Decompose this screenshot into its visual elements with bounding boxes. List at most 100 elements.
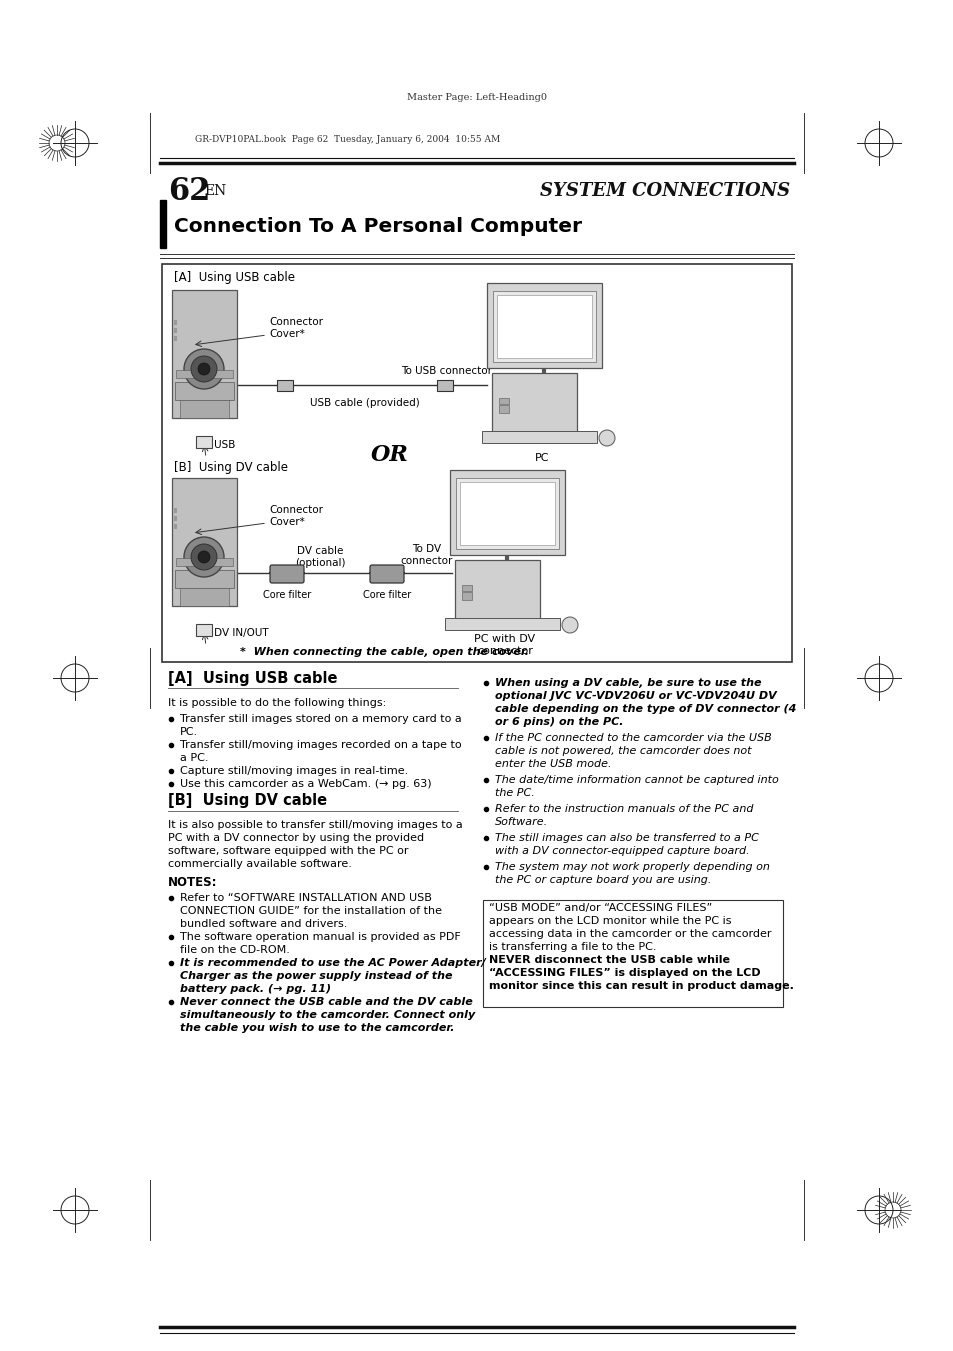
Text: battery pack. (→ pg. 11): battery pack. (→ pg. 11) [180,984,331,994]
Bar [486,282,601,367]
Text: software, software equipped with the PC or: software, software equipped with the PC … [168,846,408,857]
Bar [175,558,233,566]
Bar [174,382,233,400]
Bar [174,570,233,588]
Bar [173,328,177,332]
Bar [276,380,293,390]
Bar [436,380,453,390]
Text: bundled software and drivers.: bundled software and drivers. [180,919,347,929]
Text: When using a DV cable, be sure to use the: When using a DV cable, be sure to use th… [495,678,760,688]
Text: To DV IN/OUT: To DV IN/OUT [200,628,269,638]
Bar [173,516,177,521]
Text: 62: 62 [168,176,211,207]
Text: To USB connector: To USB connector [401,366,492,376]
Bar [160,200,166,249]
Text: file on the CD-ROM.: file on the CD-ROM. [180,944,290,955]
Text: PC: PC [535,453,549,463]
Text: appears on the LCD monitor while the PC is: appears on the LCD monitor while the PC … [489,916,731,925]
Text: with a DV connector-equipped capture board.: with a DV connector-equipped capture boa… [495,846,749,857]
Bar [498,405,509,413]
Text: Core filter: Core filter [263,590,311,600]
FancyBboxPatch shape [270,565,304,584]
Text: *  When connecting the cable, open the cover.: * When connecting the cable, open the co… [240,647,529,657]
Text: GR-DVP10PAL.book  Page 62  Tuesday, January 6, 2004  10:55 AM: GR-DVP10PAL.book Page 62 Tuesday, Januar… [194,135,499,145]
Text: [A]  Using USB cable: [A] Using USB cable [173,272,294,285]
Text: is transferring a file to the PC.: is transferring a file to the PC. [489,942,656,952]
Text: Transfer still/moving images recorded on a tape to: Transfer still/moving images recorded on… [180,740,461,750]
Text: Master Page: Left-Heading0: Master Page: Left-Heading0 [407,92,546,101]
Text: The still images can also be transferred to a PC: The still images can also be transferred… [495,834,758,843]
Text: accessing data in the camcorder or the camcorder: accessing data in the camcorder or the c… [489,929,771,939]
Text: Core filter: Core filter [362,590,411,600]
Bar [497,295,592,358]
Text: CONNECTION GUIDE” for the installation of the: CONNECTION GUIDE” for the installation o… [180,907,441,916]
Circle shape [184,349,224,389]
Bar [482,900,782,1006]
Text: optional JVC VC-VDV206U or VC-VDV204U DV: optional JVC VC-VDV206U or VC-VDV204U DV [495,690,776,701]
Bar [175,370,233,378]
Text: NEVER disconnect the USB cable while: NEVER disconnect the USB cable while [489,955,729,965]
Text: DV cable
(optional): DV cable (optional) [294,546,345,567]
Text: PC with DV
connector: PC with DV connector [474,634,535,655]
Bar [444,617,559,630]
Text: the PC.: the PC. [495,788,535,798]
Text: the cable you wish to use to the camcorder.: the cable you wish to use to the camcord… [180,1023,454,1034]
Text: monitor since this can result in product damage.: monitor since this can result in product… [489,981,793,992]
FancyBboxPatch shape [370,565,403,584]
Bar [481,431,597,443]
Bar [492,373,577,434]
Text: Refer to “SOFTWARE INSTALLATION AND USB: Refer to “SOFTWARE INSTALLATION AND USB [180,893,432,902]
Text: OR: OR [371,444,409,466]
Text: the PC or capture board you are using.: the PC or capture board you are using. [495,875,711,885]
Bar [195,436,212,449]
Text: SYSTEM CONNECTIONS: SYSTEM CONNECTIONS [539,182,789,200]
Bar [180,588,229,607]
Text: The date/time information cannot be captured into: The date/time information cannot be capt… [495,775,778,785]
Text: To USB: To USB [200,440,235,450]
Circle shape [598,430,615,446]
Bar [459,482,555,544]
Text: The system may not work properly depending on: The system may not work properly dependi… [495,862,769,871]
Text: EN: EN [204,184,226,199]
Text: It is recommended to use the AC Power Adapter/: It is recommended to use the AC Power Ad… [180,958,485,969]
Circle shape [191,357,216,382]
Text: The software operation manual is provided as PDF: The software operation manual is provide… [180,932,460,942]
Text: Connector
Cover*: Connector Cover* [269,505,323,527]
Text: Never connect the USB cable and the DV cable: Never connect the USB cable and the DV c… [180,997,473,1006]
Bar [172,290,236,417]
Bar [195,624,212,636]
Text: NOTES:: NOTES: [168,877,217,889]
Text: Use this camcorder as a WebCam. (→ pg. 63): Use this camcorder as a WebCam. (→ pg. 6… [180,780,431,789]
Text: USB cable (provided): USB cable (provided) [310,399,419,408]
Bar [498,399,509,404]
Bar [456,478,558,549]
Text: To DV
connector: To DV connector [400,544,453,566]
Text: commercially available software.: commercially available software. [168,859,352,869]
Bar [162,263,791,662]
Bar [173,524,177,530]
Text: [A]  Using USB cable: [A] Using USB cable [168,670,337,685]
Circle shape [198,551,210,563]
Text: If the PC connected to the camcorder via the USB: If the PC connected to the camcorder via… [495,734,771,743]
Text: It is possible to do the following things:: It is possible to do the following thing… [168,698,386,708]
Text: Connection To A Personal Computer: Connection To A Personal Computer [173,216,581,235]
Bar [461,592,472,600]
Bar [493,290,596,362]
Text: Connector
Cover*: Connector Cover* [269,317,323,339]
Circle shape [184,536,224,577]
Text: “ACCESSING FILES” is displayed on the LCD: “ACCESSING FILES” is displayed on the LC… [489,969,760,978]
Bar [173,320,177,326]
Circle shape [191,544,216,570]
Bar [173,508,177,513]
Text: It is also possible to transfer still/moving images to a: It is also possible to transfer still/mo… [168,820,462,830]
Text: Capture still/moving images in real-time.: Capture still/moving images in real-time… [180,766,408,775]
Text: Refer to the instruction manuals of the PC and: Refer to the instruction manuals of the … [495,804,753,815]
Bar [450,470,564,555]
Text: Software.: Software. [495,817,548,827]
Text: cable depending on the type of DV connector (4: cable depending on the type of DV connec… [495,704,796,713]
Text: simultaneously to the camcorder. Connect only: simultaneously to the camcorder. Connect… [180,1011,475,1020]
Bar [461,585,472,590]
Text: PC.: PC. [180,727,198,738]
Text: [B]  Using DV cable: [B] Using DV cable [173,461,288,473]
Bar [180,400,229,417]
